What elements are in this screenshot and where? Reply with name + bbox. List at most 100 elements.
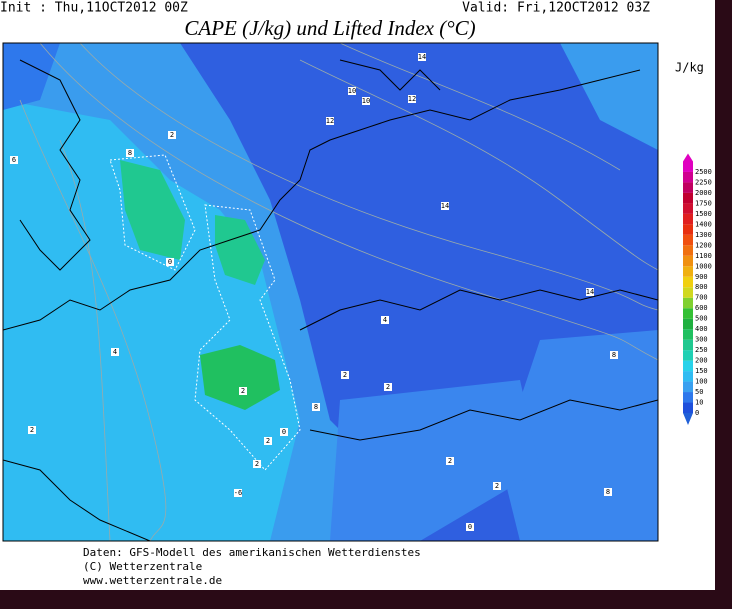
colorbar-label: 0: [695, 409, 699, 417]
cape-area: [330, 380, 540, 541]
map-label-box: [253, 460, 261, 468]
colorbar-segment: [683, 161, 693, 172]
colorbar-segment: [683, 371, 693, 382]
colorbar-label: 1500: [695, 210, 712, 218]
colorbar-segment: [683, 213, 693, 225]
map-label-box: [348, 87, 356, 95]
cape-area: [3, 43, 60, 110]
map-label-box: [111, 348, 119, 356]
colorbar-label: 1300: [695, 231, 712, 239]
colorbar-segment: [683, 245, 693, 256]
colorbar-segment: [683, 329, 693, 340]
map-label: 8: [314, 403, 318, 411]
map-label-box: [28, 426, 36, 434]
map-label-box: [446, 457, 454, 465]
map-label: 0: [282, 428, 286, 436]
map-label: 14: [418, 53, 426, 61]
map-label: 2: [170, 131, 174, 139]
colorbar-segment: [683, 266, 693, 277]
colorbar-segment: [683, 381, 693, 393]
map-label: 0: [468, 523, 472, 531]
colorbar-label: 2500: [695, 168, 712, 176]
map-label: 8: [128, 149, 132, 157]
cape-area: [200, 345, 280, 410]
colorbar-segment: [683, 234, 693, 246]
map-label-box: [466, 523, 474, 531]
map-label-box: [264, 437, 272, 445]
colorbar-label: 200: [695, 357, 708, 365]
colorbar-label: 1100: [695, 252, 712, 260]
colorbar-label: 1400: [695, 220, 712, 228]
colorbar-segment: [683, 192, 693, 204]
map-label: 2: [386, 383, 390, 391]
map-label: 14: [586, 288, 594, 296]
colorbar-segment: [683, 339, 693, 351]
map-label: 10: [362, 97, 370, 105]
cape-area: [120, 160, 185, 260]
map-label-box: [604, 488, 612, 496]
map-label-box: [341, 371, 349, 379]
cape-area: [215, 215, 265, 285]
map-label: 14: [441, 202, 449, 210]
colorbar-segment: [683, 308, 693, 319]
colorbar-segment: [683, 255, 693, 267]
cape-area: [3, 100, 300, 541]
map-label-box: [312, 403, 320, 411]
colorbar-label: 800: [695, 283, 708, 291]
colorbar-segment: [683, 224, 693, 235]
map-label: 8: [612, 351, 616, 359]
colorbar-label: 300: [695, 336, 708, 344]
colorbar-segment: [683, 392, 693, 403]
map-label: 2: [30, 426, 34, 434]
map-label: -6: [234, 489, 242, 497]
colorbar-label: 600: [695, 304, 708, 312]
border: [0, 590, 732, 609]
colorbar-label: 500: [695, 315, 708, 323]
colorbar-label: 400: [695, 325, 708, 333]
map-label-box: [239, 387, 247, 395]
map-label: 0: [168, 258, 172, 266]
colorbar-segment: [683, 276, 693, 288]
map-label-box: [126, 149, 134, 157]
colorbar-label: 50: [695, 388, 703, 396]
colorbar-label: 150: [695, 367, 708, 375]
colorbar-segment: [683, 203, 693, 214]
map-label: 4: [383, 316, 387, 324]
colorbar-label: 10: [695, 399, 703, 407]
map-label-box: [408, 95, 416, 103]
map-label: 2: [495, 482, 499, 490]
colorbar: 0 10 50 100 150 200 250 300 400 500 600 700 800 900 10…: [683, 153, 712, 425]
map-label: 10: [348, 87, 356, 95]
map-label-box: [441, 202, 449, 210]
map-label: 2: [266, 437, 270, 445]
map-label: 2: [241, 387, 245, 395]
colorbar-label: 700: [695, 294, 708, 302]
colorbar-segment: [683, 318, 693, 330]
map-label: 2: [448, 457, 452, 465]
map-label-box: [166, 258, 174, 266]
map-label-box: [168, 131, 176, 139]
colorbar-label: 100: [695, 378, 708, 386]
colorbar-segment: [683, 297, 693, 309]
colorbar-label: 2000: [695, 189, 712, 197]
colorbar-segment: [683, 171, 693, 183]
colorbar-segment: [683, 182, 693, 193]
colorbar-label: 1750: [695, 199, 712, 207]
map-label: 4: [113, 348, 117, 356]
map: [2, 42, 659, 542]
map-label-box: [280, 428, 288, 436]
map-label-box: [326, 117, 334, 125]
map-label-box: [234, 489, 242, 497]
colorbar-label: 250: [695, 346, 708, 354]
valid-time: Valid: Fri,12OCT2012 03Z: [462, 1, 650, 16]
map-label-box: [10, 156, 18, 164]
footer-line: (C) Wetterzentrale: [83, 560, 202, 573]
legend-unit: J/kg: [675, 61, 704, 75]
colorbar-segment: [683, 360, 693, 372]
map-label: 12: [326, 117, 334, 125]
colorbar-segment: [683, 402, 693, 413]
colorbar-segment: [683, 287, 693, 298]
map-label: 12: [408, 95, 416, 103]
